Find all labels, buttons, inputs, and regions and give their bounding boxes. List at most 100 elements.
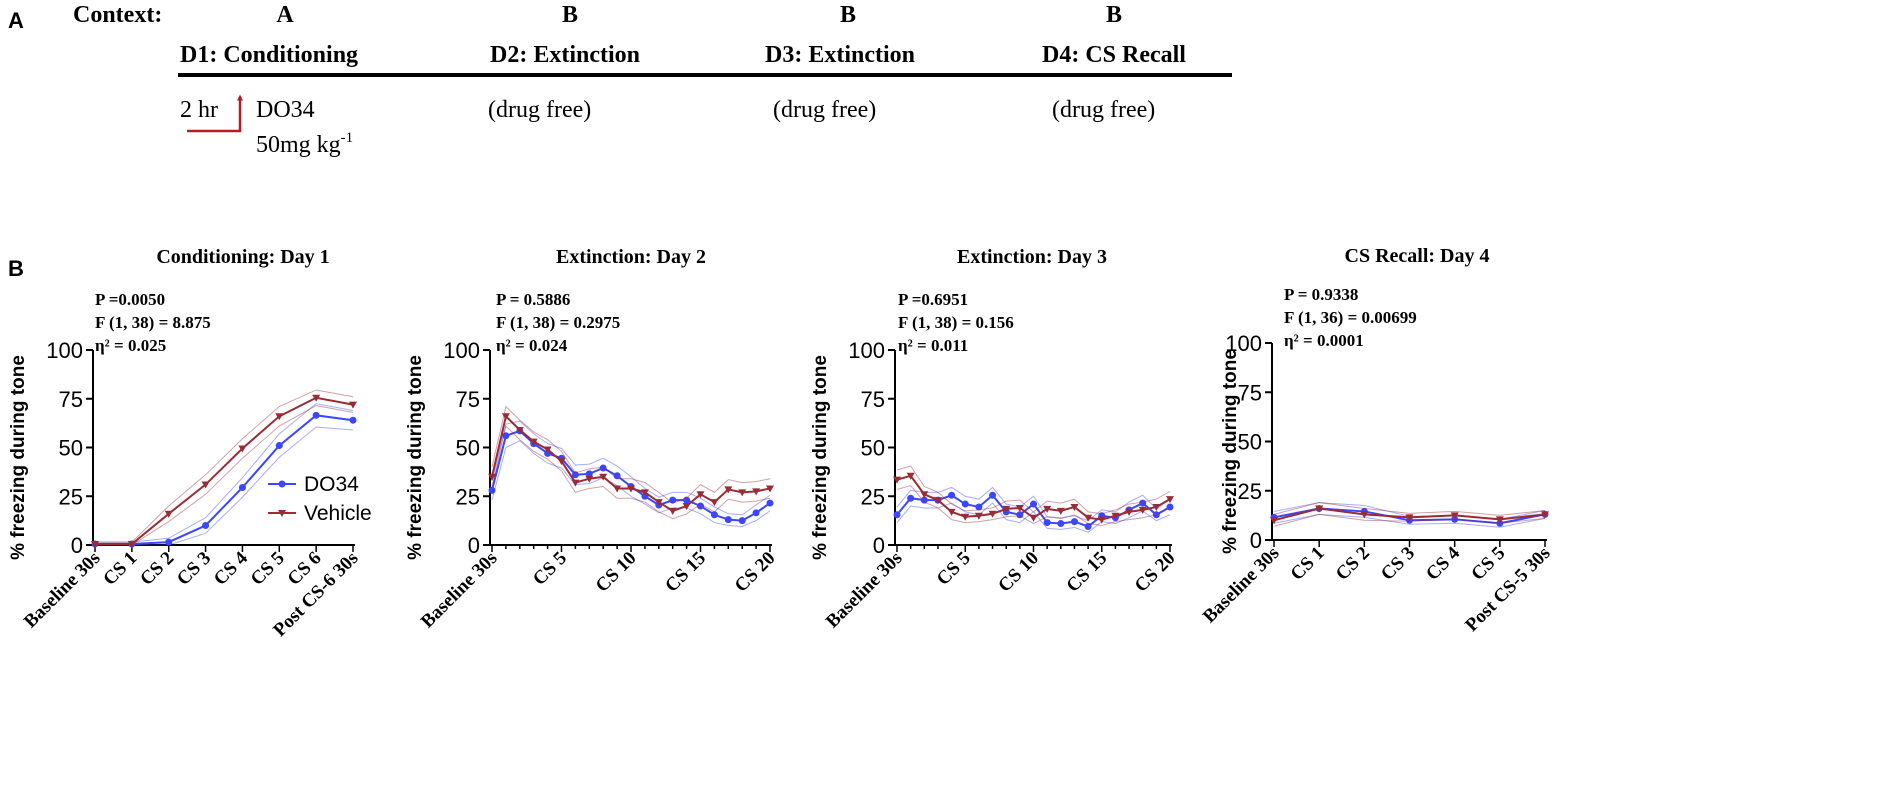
data-point	[1097, 516, 1106, 524]
x-tick-label: CS 5	[529, 548, 571, 590]
data-point	[1152, 503, 1161, 511]
stats-line: P =0.0050	[95, 290, 165, 309]
context-d2: B	[562, 2, 578, 28]
panel-label-a: A	[8, 8, 24, 33]
data-point	[738, 517, 746, 525]
data-point	[557, 458, 566, 466]
context-d4: B	[1106, 2, 1122, 28]
chart-title: CS Recall: Day 4	[1345, 245, 1490, 267]
sem-upper-line	[491, 420, 771, 516]
data-point	[668, 507, 677, 515]
stats-line: F (1, 36) = 0.00699	[1284, 308, 1417, 327]
data-point	[989, 491, 997, 499]
data-point	[893, 476, 901, 484]
chart-4: CS Recall: Day 4 P = 0.9338 F (1, 36) = 0.…	[1199, 245, 1555, 636]
x-tick-label: CS 15	[1062, 548, 1111, 597]
y-tick-label: 50	[1238, 430, 1262, 455]
x-tick-label: CS 4	[210, 547, 252, 589]
legend-label: Vehicle	[304, 502, 372, 525]
data-point	[961, 513, 970, 521]
data-point	[933, 497, 942, 505]
series-line	[95, 414, 354, 546]
stats-line: P =0.6951	[898, 290, 968, 309]
data-point	[696, 491, 705, 499]
x-tick-label: CS 10	[592, 548, 641, 597]
data-point	[906, 472, 915, 480]
day4-title: D4: CS Recall	[1042, 42, 1186, 68]
injection-time: 2 hr	[180, 97, 218, 123]
data-point	[1152, 511, 1160, 519]
y-tick-label: 25	[59, 484, 83, 509]
data-point	[275, 413, 284, 421]
data-point	[1043, 505, 1052, 513]
day3-note: (drug free)	[773, 97, 876, 123]
series-vehicle	[91, 389, 357, 549]
data-point	[501, 413, 510, 421]
x-tick-label: Baseline 30s	[822, 548, 907, 633]
y-tick-label: 0	[1250, 528, 1262, 553]
series-vehicle	[488, 405, 774, 520]
legend-label: DO34	[304, 473, 359, 496]
chart-3: Extinction: Day 3 P =0.6951 F (1, 38) = 0.…	[810, 246, 1180, 632]
sem-lower-line	[1273, 513, 1546, 528]
y-tick-label: 50	[59, 436, 83, 461]
data-point	[1138, 506, 1147, 514]
data-point	[613, 485, 622, 493]
y-axis-label: % freezing during tone	[810, 355, 831, 560]
sem-upper-line	[1273, 502, 1546, 516]
day1-title: D1: Conditioning	[180, 42, 358, 68]
x-tick-label: Baseline 30s	[20, 548, 105, 633]
y-tick-label: 100	[1225, 331, 1262, 356]
data-point	[710, 511, 718, 519]
context-d1: A	[276, 2, 294, 28]
panel-a-schedule: A Context: A B B B D1: Conditioning D2: …	[8, 2, 1232, 158]
data-point	[974, 512, 983, 520]
data-point	[238, 445, 247, 453]
sem-upper-line	[896, 465, 1171, 515]
chart-title: Extinction: Day 2	[556, 246, 706, 268]
sem-lower-line	[491, 425, 771, 520]
y-axis-label: % freezing during tone	[1220, 349, 1241, 554]
data-point	[682, 503, 691, 510]
x-tick-label: CS 3	[173, 548, 215, 590]
y-tick-label: 25	[456, 484, 480, 509]
panel-b-charts: Conditioning: Day 1 P =0.0050 F (1, 38) = …	[8, 245, 1555, 641]
y-tick-label: 75	[59, 387, 83, 412]
data-point	[893, 511, 901, 519]
chart-1: Conditioning: Day 1 P =0.0050 F (1, 38) = …	[8, 246, 372, 641]
stats-line: F (1, 38) = 0.156	[898, 313, 1014, 332]
y-tick-label: 100	[848, 338, 885, 363]
data-point	[238, 483, 246, 491]
series-do34	[91, 403, 357, 548]
data-point	[975, 503, 983, 511]
data-point	[752, 488, 761, 496]
data-point	[91, 541, 99, 549]
x-tick-label: CS 1	[99, 548, 141, 590]
data-point	[1270, 517, 1278, 525]
data-point	[920, 496, 928, 504]
data-point	[543, 446, 552, 454]
x-tick-label: Baseline 30s	[417, 548, 502, 633]
x-tick-label: CS 3	[1377, 543, 1419, 585]
data-point	[571, 479, 580, 487]
x-tick-label: CS 10	[994, 548, 1043, 597]
y-axis-label: % freezing during tone	[8, 355, 29, 560]
y-tick-label: 100	[46, 338, 83, 363]
stats-line: P = 0.5886	[496, 290, 570, 309]
sem-upper-line	[95, 389, 354, 543]
data-point	[312, 394, 321, 402]
y-tick-label: 75	[456, 387, 480, 412]
day2-note: (drug free)	[488, 97, 591, 123]
y-tick-label: 25	[861, 484, 885, 509]
day2-title: D2: Extinction	[490, 42, 640, 68]
x-tick-label: CS 2	[1332, 543, 1374, 585]
data-point	[1166, 496, 1174, 504]
data-point	[1043, 519, 1051, 527]
y-tick-label: 100	[443, 338, 480, 363]
sem-lower-line	[95, 426, 354, 546]
data-point	[1360, 511, 1369, 519]
data-point	[613, 472, 621, 480]
data-point	[349, 401, 357, 409]
legend-marker-triangle	[278, 510, 286, 517]
